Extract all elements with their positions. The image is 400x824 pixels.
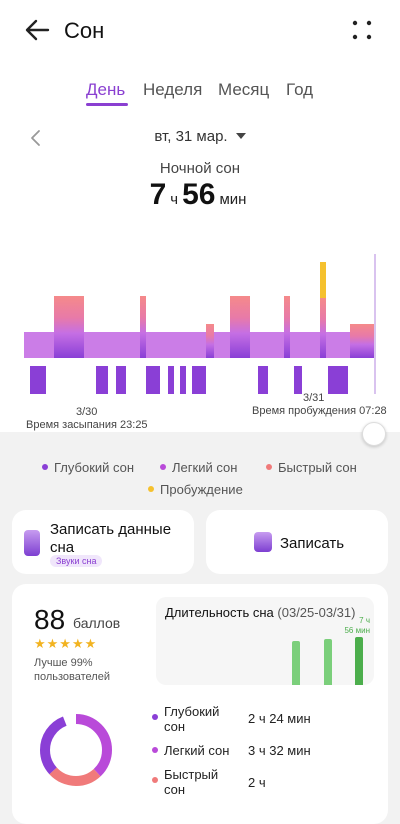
app-bar: Сон <box>0 0 400 60</box>
sleep-stage-donut <box>40 714 112 786</box>
total-duration: 7 ч 56 мин <box>0 178 400 212</box>
chevron-left-icon[interactable] <box>28 128 44 148</box>
stage-light-value: 3 ч 32 мин <box>248 743 311 758</box>
sleep-score-value: 88 <box>34 604 66 635</box>
duration-range: (03/25-03/31) <box>277 605 356 620</box>
legend-label: Пробуждение <box>160 482 243 497</box>
duration-hours: 7 <box>149 178 167 211</box>
more-options-icon[interactable] <box>348 18 376 42</box>
stage-dot <box>152 747 158 753</box>
percentile-label: Лучше 99% пользователей <box>34 657 110 683</box>
legend-dot <box>160 464 166 470</box>
sleep-sounds-badge: Звуки сна <box>50 555 103 567</box>
max-minutes: 56 мин <box>344 626 370 635</box>
timeline-scrubber-handle[interactable] <box>362 422 386 446</box>
timeline-blocks <box>24 254 376 394</box>
tab-year[interactable]: Год <box>286 80 314 99</box>
stage-legend: Глубокий сон Легкий сон Быстрый сон Проб… <box>0 460 400 500</box>
duration-max-label: 7 ч 56 мин <box>344 616 370 636</box>
legend-awake: Пробуждение <box>148 482 243 497</box>
sleep-phone-icon <box>24 530 40 556</box>
caret-down-icon <box>235 133 246 139</box>
end-date-label: 3/31 <box>303 392 325 404</box>
stage-dot <box>152 777 158 783</box>
page-title: Сон <box>64 18 105 43</box>
stage-light-label: Легкий сон <box>164 743 230 758</box>
stage-rem-value: 2 ч <box>248 775 266 790</box>
legend-deep: Глубокий сон <box>42 460 134 475</box>
legend-dot <box>42 464 48 470</box>
minutes-unit: мин <box>219 191 247 208</box>
main-panel <box>0 0 400 432</box>
add-note-label: Записать <box>280 535 345 552</box>
duration-history-title: Длительность сна (03/25-03/31) <box>165 605 355 620</box>
legend-rem: Быстрый сон <box>266 460 357 475</box>
stage-dot <box>152 714 158 720</box>
legend-light: Легкий сон <box>160 460 237 475</box>
start-date-label: 3/30 <box>76 406 98 418</box>
tab-day[interactable]: День <box>86 80 126 99</box>
hours-unit: ч <box>170 191 179 208</box>
night-sleep-label: Ночной сон <box>159 160 241 177</box>
duration-bar-current <box>355 637 363 685</box>
duration-history-card[interactable]: Длительность сна (03/25-03/31) 7 ч 56 мин <box>156 597 374 685</box>
legend-label: Глубокий сон <box>54 460 135 475</box>
sleep-stage-timeline[interactable] <box>24 254 376 404</box>
sleep-start-time: Время засыпания 23:25 <box>26 419 148 431</box>
note-edit-icon <box>254 532 272 552</box>
duration-minutes: 56 <box>182 178 216 211</box>
duration-title-text: Длительность сна <box>165 605 274 620</box>
record-sleep-data-button[interactable]: Записать данные сна Звуки сна <box>12 510 194 574</box>
stage-rem-label: Быстрый сон <box>164 767 219 797</box>
wake-up-time: Время пробуждения 07:28 <box>252 405 387 417</box>
duration-bar <box>324 639 332 685</box>
legend-dot <box>148 486 154 492</box>
legend-dot <box>266 464 272 470</box>
back-arrow-icon[interactable] <box>22 16 54 44</box>
stage-deep-label: Глубокий сон <box>164 704 220 734</box>
date-label: вт, 31 мар. <box>154 128 228 145</box>
stage-deep-value: 2 ч 24 мин <box>248 711 311 726</box>
add-note-button[interactable]: Записать <box>206 510 388 574</box>
period-tabs: День Неделя Месяц Год <box>0 76 400 108</box>
max-hours: 7 ч <box>359 616 370 625</box>
record-sleep-label: Записать данные сна <box>50 521 172 556</box>
tab-week[interactable]: Неделя <box>143 80 203 99</box>
date-selector[interactable]: вт, 31 мар. <box>0 128 400 145</box>
legend-label: Быстрый сон <box>278 460 357 475</box>
legend-label: Легкий сон <box>172 460 238 475</box>
sleep-score-unit: баллов <box>73 615 121 631</box>
active-tab-indicator <box>86 103 128 106</box>
rating-stars: ★★★★★ <box>34 636 98 651</box>
duration-bar <box>292 641 300 685</box>
tab-month[interactable]: Месяц <box>218 80 270 99</box>
